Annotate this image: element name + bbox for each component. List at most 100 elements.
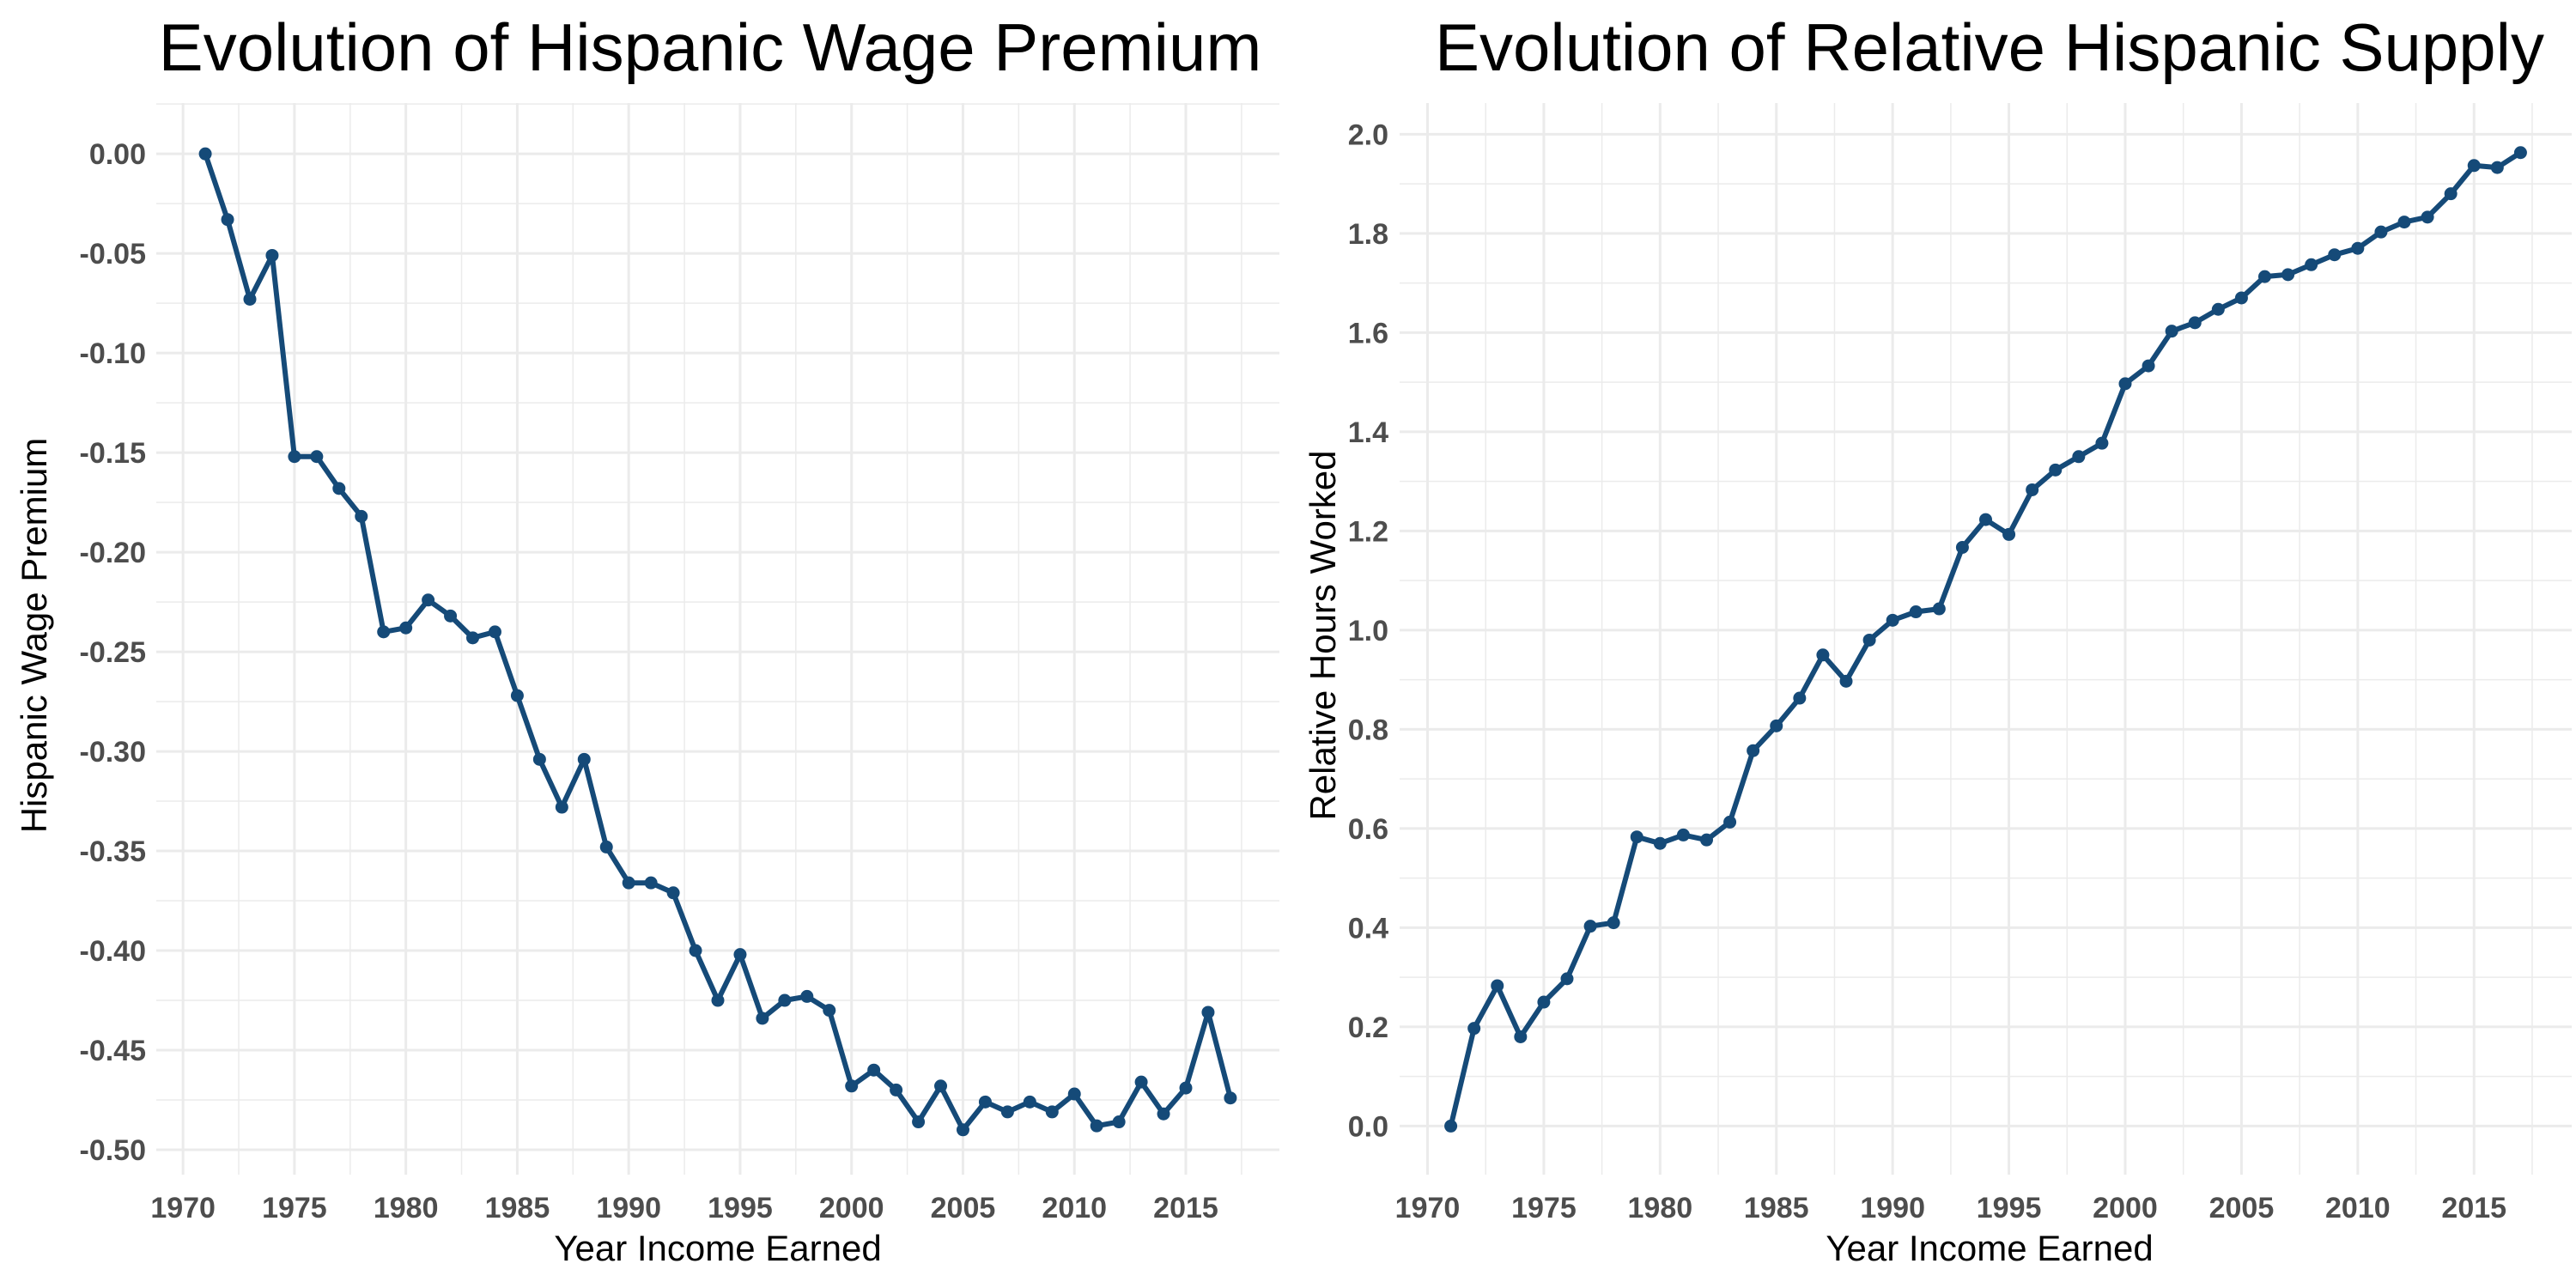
x-tick-label: 1990	[1860, 1192, 1925, 1224]
y-tick-label: -0.35	[80, 835, 147, 868]
x-tick-label: 1975	[262, 1192, 327, 1224]
data-point	[2142, 359, 2155, 373]
wage-premium-y-axis-label: Hispanic Wage Premium	[14, 438, 54, 834]
data-point	[288, 450, 301, 464]
data-point	[756, 1012, 769, 1025]
data-point	[2002, 527, 2016, 541]
data-point	[845, 1079, 859, 1093]
data-point	[444, 609, 458, 623]
data-point	[2072, 450, 2086, 464]
data-point	[800, 989, 814, 1003]
data-point	[1653, 836, 1667, 850]
data-point	[243, 292, 257, 306]
data-point	[778, 993, 792, 1007]
data-point	[978, 1095, 992, 1109]
data-point	[890, 1083, 903, 1097]
data-point	[2026, 483, 2039, 496]
data-point	[2281, 268, 2295, 282]
x-tick-label: 2005	[931, 1192, 996, 1224]
data-point	[912, 1115, 926, 1129]
wage-premium-panel: Evolution of Hispanic Wage Premium 1970 1…	[14, 9, 1279, 1268]
y-tick-label: 1.4	[1348, 416, 1388, 449]
relative-supply-panel: Evolution of Relative Hispanic Supply 19…	[1303, 9, 2572, 1268]
data-point	[733, 948, 747, 962]
data-point	[1630, 830, 1643, 844]
data-point	[1747, 744, 1760, 757]
data-point	[956, 1123, 969, 1137]
data-point	[2188, 316, 2202, 330]
data-point	[1444, 1119, 1458, 1133]
data-point	[422, 593, 435, 607]
x-tick-label: 1970	[1395, 1192, 1461, 1224]
data-point	[1067, 1087, 1081, 1101]
data-point	[1179, 1081, 1193, 1095]
data-point	[332, 482, 346, 495]
data-point	[1157, 1107, 1170, 1121]
y-tick-label: 1.8	[1348, 218, 1388, 251]
y-tick-label: 0.0	[1348, 1110, 1388, 1143]
data-point	[1955, 540, 1969, 554]
data-point	[532, 752, 546, 766]
data-point	[1909, 605, 1923, 619]
data-point	[1979, 513, 1992, 526]
x-tick-label: 1985	[1744, 1192, 1809, 1224]
data-point	[1723, 815, 1737, 829]
wage-premium-ticks: 1970 1975 1980 1985 1990 1995 2000 2005 2010 2015…	[80, 138, 1218, 1224]
x-tick-label: 2010	[1042, 1192, 1107, 1224]
data-point	[2258, 270, 2271, 283]
data-point	[1816, 648, 1830, 662]
data-point	[823, 1004, 836, 1018]
data-point	[644, 876, 658, 890]
data-point	[555, 800, 568, 814]
data-point	[1862, 633, 1876, 647]
y-tick-label: -0.05	[80, 238, 147, 270]
data-point	[2444, 187, 2458, 201]
x-tick-label: 2015	[2441, 1192, 2506, 1224]
data-point	[310, 450, 324, 464]
data-point	[2351, 241, 2365, 255]
x-tick-label: 1990	[596, 1192, 661, 1224]
data-point	[2118, 377, 2132, 391]
data-point	[666, 886, 680, 900]
data-point	[2328, 248, 2342, 262]
data-point	[2211, 302, 2225, 316]
y-tick-label: -0.15	[80, 437, 147, 470]
data-point	[488, 625, 501, 639]
data-point	[1045, 1105, 1059, 1119]
data-point	[599, 840, 613, 854]
data-point	[2467, 159, 2481, 173]
data-point	[934, 1079, 948, 1093]
x-tick-label: 2010	[2325, 1192, 2391, 1224]
y-tick-label: -0.20	[80, 537, 147, 569]
y-tick-label: -0.50	[80, 1134, 147, 1167]
relative-supply-x-axis-label: Year Income Earned	[1826, 1228, 2153, 1268]
data-point	[2234, 291, 2248, 305]
data-point	[1560, 972, 1574, 986]
x-tick-label: 2015	[1153, 1192, 1218, 1224]
data-point	[2165, 325, 2178, 338]
relative-supply-y-axis-label: Relative Hours Worked	[1303, 450, 1343, 820]
data-point	[2490, 161, 2504, 174]
data-point	[1467, 1022, 1481, 1036]
data-point	[1514, 1030, 1528, 1043]
data-point	[1537, 995, 1551, 1009]
data-point	[1607, 916, 1620, 930]
y-tick-label: 0.6	[1348, 813, 1388, 846]
relative-supply-title: Evolution of Relative Hispanic Supply	[1435, 9, 2544, 85]
y-tick-label: 0.2	[1348, 1012, 1388, 1044]
data-point	[265, 248, 279, 262]
y-tick-label: -0.30	[80, 736, 147, 769]
y-tick-label: -0.10	[80, 337, 147, 370]
x-tick-label: 1995	[708, 1192, 773, 1224]
y-tick-label: 1.2	[1348, 515, 1388, 548]
y-tick-label: 2.0	[1348, 118, 1388, 151]
y-tick-label: -0.40	[80, 935, 147, 968]
data-point	[1090, 1119, 1103, 1133]
x-tick-label: 1975	[1511, 1192, 1577, 1224]
x-tick-label: 2000	[819, 1192, 884, 1224]
relative-supply-ticks: 1970 1975 1980 1985 1990 1995 2000 2005 2010 2015…	[1348, 118, 2506, 1224]
x-tick-label: 1985	[485, 1192, 550, 1224]
data-point	[1023, 1095, 1036, 1109]
